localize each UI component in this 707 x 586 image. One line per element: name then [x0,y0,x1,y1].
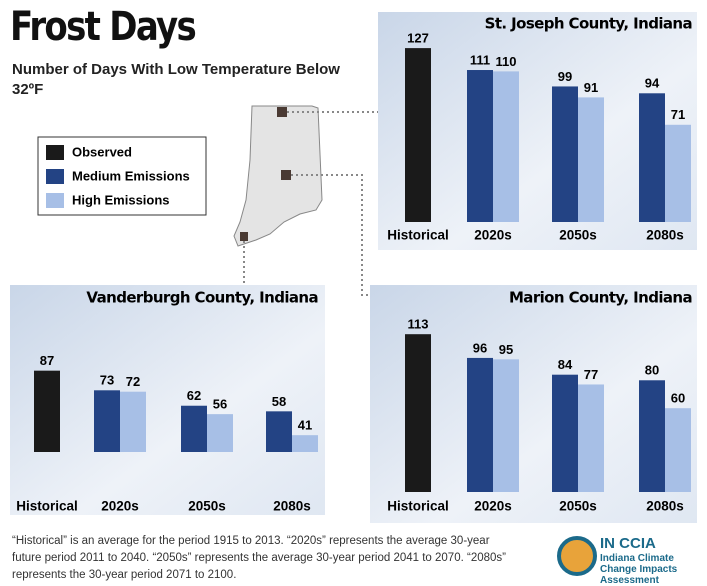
bar [120,391,146,452]
logo: IN CCIA [557,535,656,576]
bar [639,380,665,492]
category-label: 2020s [474,228,512,243]
logo-mark [557,536,597,576]
legend-swatch [46,193,64,208]
bar [181,405,207,452]
bar [207,414,233,452]
bar [467,70,493,222]
category-label: 2080s [273,499,311,514]
value-label: 73 [100,373,114,388]
category-label: 2050s [559,499,597,514]
logo-name: IN CCIA [600,535,656,552]
legend-label: High Emissions [72,192,170,207]
bar [578,97,604,222]
connector [291,174,370,296]
value-label: 41 [298,418,312,433]
value-label: 96 [473,340,487,355]
logo-text: Indiana Climate Change Impacts Assessmen… [600,553,678,586]
bar [292,435,318,452]
value-label: 87 [40,353,54,368]
panel [10,285,325,515]
value-label: 71 [671,107,685,122]
title: Frost Days [10,4,197,50]
bar [552,86,578,222]
bar [34,370,60,452]
bar [552,374,578,492]
category-label: 2050s [559,228,597,243]
value-label: 113 [408,317,429,332]
bar [266,411,292,452]
value-label: 72 [126,374,140,389]
legend-label: Observed [72,144,132,159]
bar [639,93,665,223]
value-label: 77 [584,367,598,382]
bar [493,71,519,222]
bar [467,357,493,492]
category-label: 2020s [474,499,512,514]
footnote: “Historical” is an average for the perio… [12,535,506,581]
county-marker [240,232,248,241]
value-label: 58 [272,394,286,409]
bar [578,384,604,492]
indiana-map [233,105,323,247]
value-label: 99 [558,69,572,84]
value-label: 56 [213,397,227,412]
category-label: 2080s [646,499,684,514]
value-label: 94 [645,76,660,91]
category-label: Historical [387,228,449,243]
chart-title: St. Joseph County, Indiana [485,15,692,33]
value-label: 60 [671,391,685,406]
value-label: 110 [496,54,517,69]
bar [665,124,691,222]
legend-swatch [46,145,64,160]
value-label: 111 [470,52,490,67]
bar [405,334,431,492]
value-label: 84 [558,357,573,372]
category-label: Historical [387,499,449,514]
chart-title: Vanderburgh County, Indiana [86,289,318,307]
bar [493,359,519,492]
bar [665,408,691,492]
category-label: 2020s [101,499,139,514]
legend-swatch [46,169,64,184]
value-label: 80 [645,363,659,378]
value-label: 127 [407,31,429,46]
bar [405,48,431,222]
county-marker [281,170,291,180]
legend-box [37,136,207,216]
legend-label: Medium Emissions [72,168,190,183]
bar [94,390,120,452]
value-label: 91 [584,80,598,95]
subtitle: Number of Days With Low Temperature Belo… [12,61,340,98]
category-label: 2080s [646,228,684,243]
chart-title: Marion County, Indiana [509,289,692,307]
category-label: 2050s [188,499,226,514]
category-label: Historical [16,499,78,514]
value-label: 62 [187,388,201,403]
value-label: 95 [499,342,513,357]
county-marker [277,107,287,117]
